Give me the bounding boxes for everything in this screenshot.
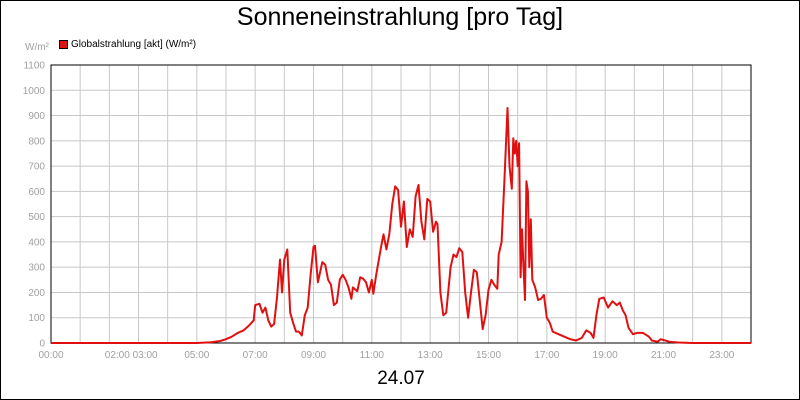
y-axis-unit-label: W/m² [25,42,49,53]
date-label: 24.07 [377,368,425,389]
legend-entry: Globalstrahlung [akt] (W/m²) [71,39,197,50]
x-tick-label: 05:00 [184,350,209,361]
x-tick-label: 09:00 [301,350,326,361]
y-tick-label: 300 [28,263,45,274]
y-tick-label: 200 [28,288,45,299]
y-tick-label: 500 [28,212,45,223]
x-tick-label: 23:00 [709,350,734,361]
y-tick-label: 1000 [23,86,46,97]
y-tick-label: 600 [28,187,45,198]
x-tick-label: 02:00 03:00 [105,350,158,361]
y-tick-label: 700 [28,162,45,173]
x-tick-label: 13:00 [418,350,443,361]
x-tick-label: 07:00 [243,350,268,361]
y-tick-label: 1100 [23,61,45,72]
x-tick-label: 19:00 [593,350,618,361]
y-tick-label: 100 [28,313,45,324]
x-tick-label: 11:00 [360,350,385,361]
legend: Globalstrahlung [akt] (W/m²) [59,39,196,50]
chart-title: Sonneneinstrahlung [pro Tag] [236,3,564,31]
plot-border [50,64,752,344]
x-tick-label: 00:00 [38,350,63,361]
y-tick-label: 800 [28,136,45,147]
y-tick-label: 900 [28,111,45,122]
series-line [51,107,751,344]
x-tick-label: 15:00 [476,350,501,361]
x-tick-label: 21:00 [651,350,676,361]
legend-swatch [59,40,68,49]
y-tick-label: 400 [28,237,45,248]
x-tick-label: 17:00 [534,350,559,361]
y-tick-label: 0 [39,339,45,350]
